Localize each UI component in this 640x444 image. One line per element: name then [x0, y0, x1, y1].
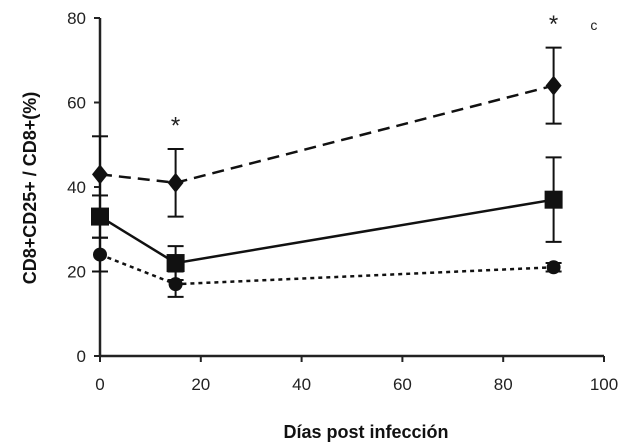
data-point-diamond-2 [545, 75, 562, 96]
y-tick-label-4: 80 [67, 9, 86, 28]
series-diamond [92, 46, 562, 218]
y-tick-label-1: 20 [67, 263, 86, 282]
data-point-square-0 [91, 207, 109, 226]
data-point-diamond-1 [167, 172, 184, 193]
data-point-diamond-0 [92, 164, 108, 185]
x-tick-label-5: 100 [590, 375, 618, 394]
y-tick-label-3: 60 [67, 94, 86, 113]
x-tick-label-3: 60 [393, 375, 412, 394]
x-axis-title: Días post infección [283, 422, 448, 442]
series-circle [92, 236, 562, 298]
series-layer [91, 46, 563, 298]
x-tick-label-2: 40 [292, 375, 311, 394]
x-tick-label-0: 0 [95, 375, 104, 394]
x-tick-label-1: 20 [191, 375, 210, 394]
series-square [91, 156, 563, 281]
data-point-circle-1 [168, 277, 183, 292]
data-point-square-2 [544, 190, 563, 209]
annotation-0: * [171, 112, 180, 139]
series-line-diamond [99, 84, 554, 185]
data-point-circle-2 [546, 260, 561, 275]
annotation-2: c [590, 17, 597, 33]
annotation-1: * [549, 11, 558, 38]
data-point-square-1 [166, 254, 185, 273]
y-tick-label-0: 0 [77, 347, 86, 366]
series-line-square [99, 198, 554, 265]
axes: 0 20 40 60 80 100 0 20 40 60 80 [67, 9, 618, 394]
data-point-circle-0 [93, 247, 107, 262]
annotations: * * c [171, 11, 597, 139]
x-tick-label-4: 80 [494, 375, 513, 394]
y-tick-label-2: 40 [67, 178, 86, 197]
y-axis-title: CD8+CD25+ / CD8+(%) [20, 92, 40, 285]
